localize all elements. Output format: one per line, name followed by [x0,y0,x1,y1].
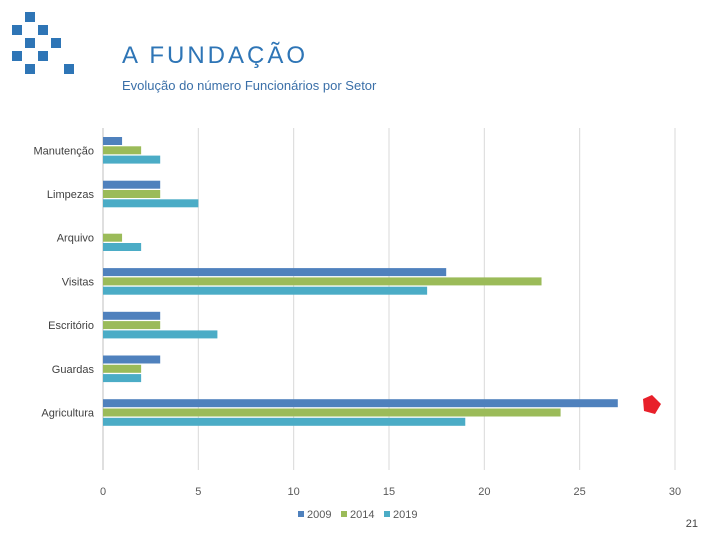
chart-bars [103,137,618,426]
chart-subtitle: Evolução do número Funcionários por Seto… [122,78,377,93]
page-title: A FUNDAÇÃO [122,42,309,69]
logo-square [64,64,74,74]
category-label: Agricultura [41,408,94,420]
bar-2014 [103,277,542,286]
bar-2009 [103,268,447,277]
bar-2014 [103,321,161,330]
x-tick-label: 5 [195,486,201,498]
logo-square [12,25,22,35]
category-label: Visitas [62,276,95,288]
bar-2019 [103,417,466,426]
logo-square [38,25,48,35]
bar-2019 [103,286,428,295]
bar-2019 [103,243,142,251]
bar-2009 [103,311,161,320]
logo-square [25,64,35,74]
x-tick-label: 0 [100,486,106,498]
page-number: 21 [685,518,698,530]
legend-swatch [341,511,347,517]
bar-2019 [103,374,142,383]
category-label: Limpezas [47,189,95,201]
bar-2019 [103,155,161,164]
logo-square [51,38,61,48]
bar-2009 [103,355,161,364]
category-label: Arquivo [57,233,94,245]
logo-square [25,12,35,22]
category-label: Manutenção [33,145,94,157]
x-tick-label: 30 [669,486,681,498]
bar-2009 [103,137,123,145]
x-tick-label: 20 [478,486,490,498]
logo-square [25,38,35,48]
bar-2019 [103,330,218,339]
chart-legend: 2009 2014 2019 [298,509,417,521]
x-tick-label: 25 [574,486,586,498]
category-label: Escritório [48,320,94,332]
bar-2014 [103,146,142,155]
category-labels: Manutenção Limpezas Arquivo Visitas Escritór… [33,145,94,419]
bar-2014 [103,190,161,198]
logo-square [12,51,22,61]
legend-label: 2009 [307,509,331,521]
category-label: Guardas [52,364,95,376]
legend-swatch [298,511,304,517]
logo-square [38,51,48,61]
bar-2009 [103,180,161,189]
legend-label: 2014 [350,509,374,521]
red-shape-icon [643,395,661,414]
x-tick-label: 15 [383,486,395,498]
x-tick-label: 10 [288,486,300,498]
logo-squares-icon [12,12,74,74]
legend-label: 2019 [393,509,417,521]
bar-2009 [103,399,618,408]
legend-swatch [384,511,390,517]
bar-2014 [103,364,142,373]
bar-2014 [103,408,561,417]
red-shape-icon [643,395,661,414]
x-tick-labels: 0 5 10 15 20 25 30 [100,486,681,498]
bar-2019 [103,199,199,208]
bar-2014 [103,233,123,242]
